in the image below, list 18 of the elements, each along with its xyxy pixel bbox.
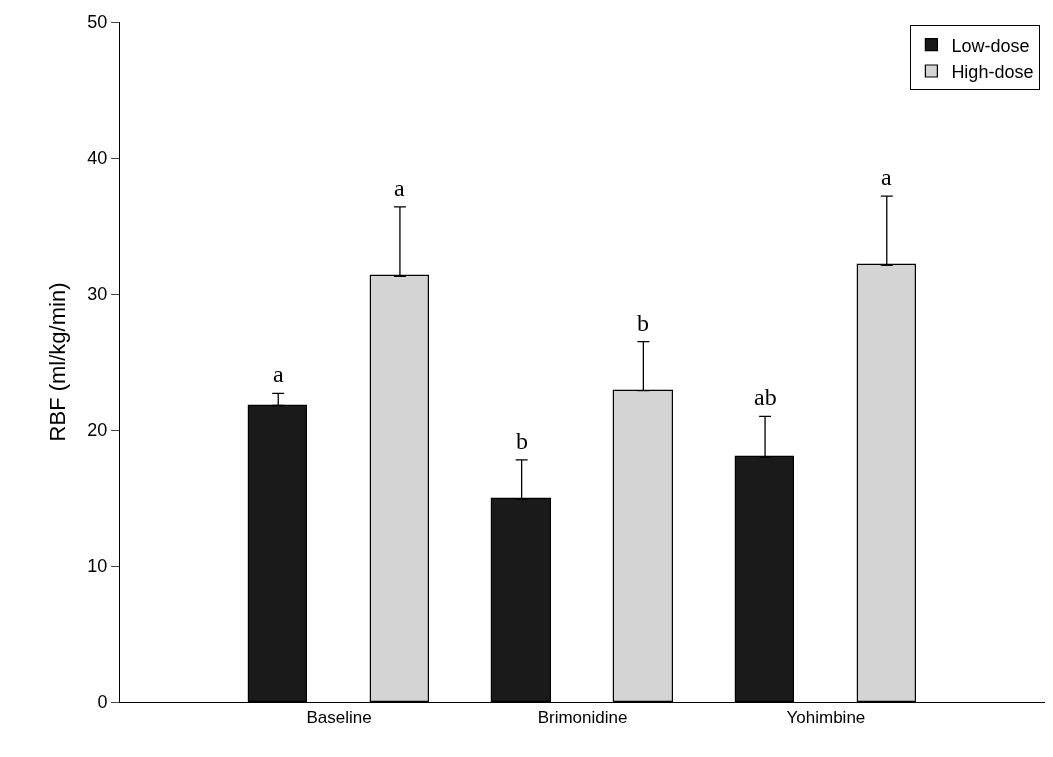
data-label: ab [754,384,777,410]
y-tick-label: 10 [87,556,108,577]
y-tick-label: 0 [97,692,108,713]
data-label: a [273,361,284,387]
x-tick-label: Baseline [306,708,372,728]
y-tick-label: 50 [87,12,108,33]
data-label: b [637,310,649,336]
x-tick-label: Yohimbine [786,708,866,728]
legend-label: High-dose [951,62,1034,83]
legend-label: Low-dose [951,35,1030,56]
y-tick-label: 30 [87,284,108,305]
data-label: b [516,428,528,454]
y-axis-title: RBF (ml/kg/min) [45,282,71,442]
y-tick-label: 40 [87,148,108,169]
data-label: a [881,164,892,190]
y-tick-label: 20 [87,420,108,441]
data-label: a [394,175,405,201]
x-tick-label: Brimonidine [537,708,628,728]
